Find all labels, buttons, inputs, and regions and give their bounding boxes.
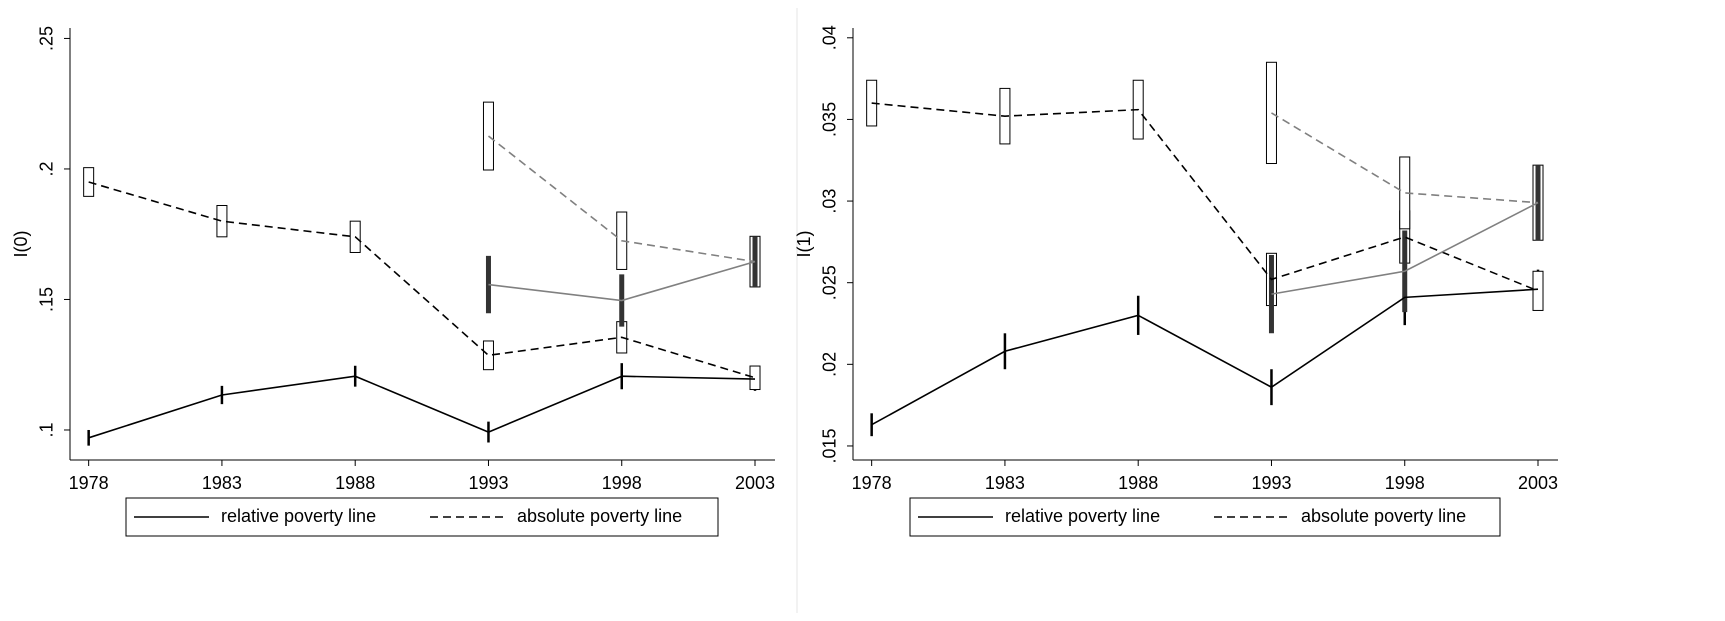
error-box [482,340,494,371]
x-tick-label: 1978 [69,473,109,493]
series-line [871,288,1539,426]
x-tick-label: 1993 [468,473,508,493]
legend-label: absolute poverty line [517,506,682,526]
y-tick-label: .03 [820,189,840,214]
error-box [1265,61,1277,165]
y-tick-label: .015 [820,428,840,463]
x-tick-label: 1983 [985,473,1025,493]
y-tick-label: .15 [37,287,57,312]
y-tick-label: .2 [37,161,57,176]
x-tick-label: 1998 [1385,473,1425,493]
y-tick-label: .04 [820,25,840,50]
legend-label: relative poverty line [1005,506,1160,526]
series-line [871,102,1539,292]
y-axis-title: I(1) [794,231,814,258]
series-line [487,135,756,263]
y-tick-label: .25 [37,26,57,51]
x-tick-label: 1988 [335,473,375,493]
y-tick-label: .035 [820,102,840,137]
legend-box [909,497,1501,537]
y-tick-label: .1 [37,422,57,437]
series-line [88,375,756,439]
error-box [1532,270,1544,311]
x-tick-label: 1993 [1251,473,1291,493]
series-line [1271,201,1539,295]
error-box [216,204,228,238]
legend-label: absolute poverty line [1301,506,1466,526]
legend-label: relative poverty line [221,506,376,526]
y-tick-label: .025 [820,265,840,300]
error-box [749,365,761,391]
legend-box [125,497,719,537]
x-tick-label: 1983 [202,473,242,493]
y-tick-label: .02 [820,352,840,377]
y-axis-title: I(0) [11,231,31,258]
x-tick-label: 1978 [852,473,892,493]
x-tick-label: 2003 [1518,473,1558,493]
x-tick-label: 2003 [735,473,775,493]
x-tick-label: 1988 [1118,473,1158,493]
x-tick-label: 1998 [602,473,642,493]
series-line [488,260,756,302]
